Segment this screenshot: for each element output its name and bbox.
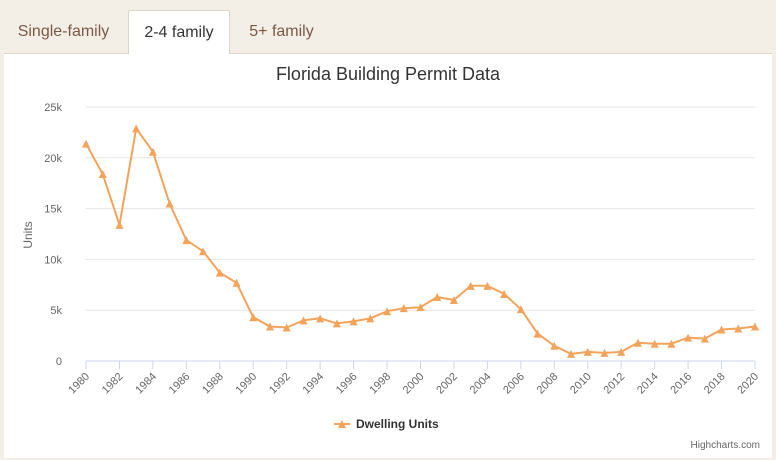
y-axis-labels: 0 5k 10k 15k 20k 25k: [44, 102, 62, 368]
x-tick-label: 2000: [401, 371, 427, 397]
data-point-marker[interactable]: [650, 339, 659, 348]
data-point-marker[interactable]: [299, 316, 308, 325]
x-tick-label: 1982: [100, 371, 126, 397]
data-point-marker[interactable]: [500, 289, 509, 298]
x-tick-label: 2020: [735, 371, 761, 397]
x-tick-label: 1984: [133, 371, 159, 397]
data-point-marker[interactable]: [734, 324, 743, 333]
data-point-marker[interactable]: [182, 236, 191, 245]
chart-title: Florida Building Permit Data: [276, 64, 501, 84]
grid-lines: [86, 106, 755, 311]
data-point-marker[interactable]: [165, 199, 174, 208]
data-point-marker[interactable]: [82, 139, 90, 148]
data-point-marker[interactable]: [449, 296, 458, 305]
data-point-marker[interactable]: [700, 334, 709, 343]
x-tick-label: 2008: [535, 371, 561, 397]
chart-svg: Florida Building Permit Data Units 1980 1…: [21, 64, 761, 431]
data-point-marker[interactable]: [232, 278, 241, 287]
x-tick-label: 2006: [501, 371, 527, 397]
y-tick-label: 0: [56, 356, 62, 368]
x-tick-label: 2012: [602, 371, 628, 397]
data-point-marker[interactable]: [115, 220, 124, 229]
data-point-marker[interactable]: [617, 347, 626, 356]
data-point-marker[interactable]: [633, 338, 642, 347]
data-point-marker[interactable]: [583, 347, 592, 356]
y-tick-label: 15k: [44, 204, 62, 216]
legend[interactable]: Dwelling Units: [334, 417, 439, 431]
data-point-marker[interactable]: [199, 247, 208, 256]
data-point-marker[interactable]: [466, 281, 475, 290]
data-point-marker[interactable]: [132, 124, 141, 133]
data-point-marker[interactable]: [399, 304, 408, 313]
data-point-marker[interactable]: [282, 323, 291, 332]
data-point-marker[interactable]: [332, 319, 341, 328]
data-point-marker[interactable]: [433, 292, 442, 301]
x-tick-label: 1996: [334, 371, 360, 397]
x-tick-label: 2004: [468, 371, 494, 397]
data-point-marker[interactable]: [265, 322, 274, 331]
data-point-marker[interactable]: [516, 305, 525, 314]
tab-5-plus-family[interactable]: 5+ family: [249, 23, 314, 40]
data-point-marker[interactable]: [667, 339, 676, 348]
data-point-marker[interactable]: [148, 147, 157, 156]
tab-single-family[interactable]: Single-family: [17, 23, 110, 40]
x-tick-label: 2010: [568, 371, 594, 397]
chart-panel: Florida Building Permit Data Units 1980 1…: [4, 53, 772, 458]
x-tick-label: 2018: [702, 371, 728, 397]
x-tick-label: 1988: [200, 371, 226, 397]
data-point-marker[interactable]: [98, 170, 107, 179]
tab-2-4-family[interactable]: 2-4 family: [128, 10, 230, 54]
y-axis-title: Units: [21, 221, 35, 248]
x-tick-label: 1992: [267, 371, 293, 397]
x-tick-label: 1994: [300, 371, 326, 397]
x-tick-label: 1998: [367, 371, 393, 397]
data-point-marker[interactable]: [215, 268, 224, 277]
data-point-marker[interactable]: [533, 329, 542, 338]
data-point-marker[interactable]: [751, 322, 759, 331]
data-point-marker[interactable]: [249, 313, 258, 322]
data-point-marker[interactable]: [600, 348, 609, 357]
y-tick-label: 20k: [44, 153, 62, 165]
x-tick-label: 1986: [167, 371, 193, 397]
data-point-marker[interactable]: [349, 317, 358, 326]
y-tick-label: 5k: [50, 305, 62, 317]
data-point-marker[interactable]: [483, 281, 492, 290]
x-tick-label: 2014: [635, 371, 661, 397]
data-point-marker[interactable]: [316, 314, 325, 323]
data-point-marker[interactable]: [366, 314, 375, 323]
data-point-marker[interactable]: [717, 325, 726, 334]
x-tick-label: 1990: [234, 371, 260, 397]
tab-bar: Single-family 2-4 family 5+ family: [0, 0, 776, 54]
x-tick-label: 1980: [66, 371, 92, 397]
series-dwelling-units[interactable]: [82, 124, 759, 358]
x-tick-label: 2002: [434, 371, 460, 397]
data-point-marker[interactable]: [684, 333, 693, 342]
x-tick-label: 2016: [668, 371, 694, 397]
credits-link[interactable]: Highcharts.com: [690, 440, 760, 451]
data-point-marker[interactable]: [416, 303, 425, 312]
data-point-marker[interactable]: [567, 349, 576, 358]
legend-label[interactable]: Dwelling Units: [356, 417, 439, 431]
data-point-marker[interactable]: [550, 341, 559, 350]
y-tick-label: 10k: [44, 254, 62, 266]
data-point-marker[interactable]: [383, 307, 392, 316]
y-tick-label: 25k: [44, 102, 62, 114]
legend-triangle-icon: [338, 420, 346, 428]
x-axis: 1980 1982 1984 1986 1988 1990 1992 1994 1996 1998…: [66, 360, 761, 397]
